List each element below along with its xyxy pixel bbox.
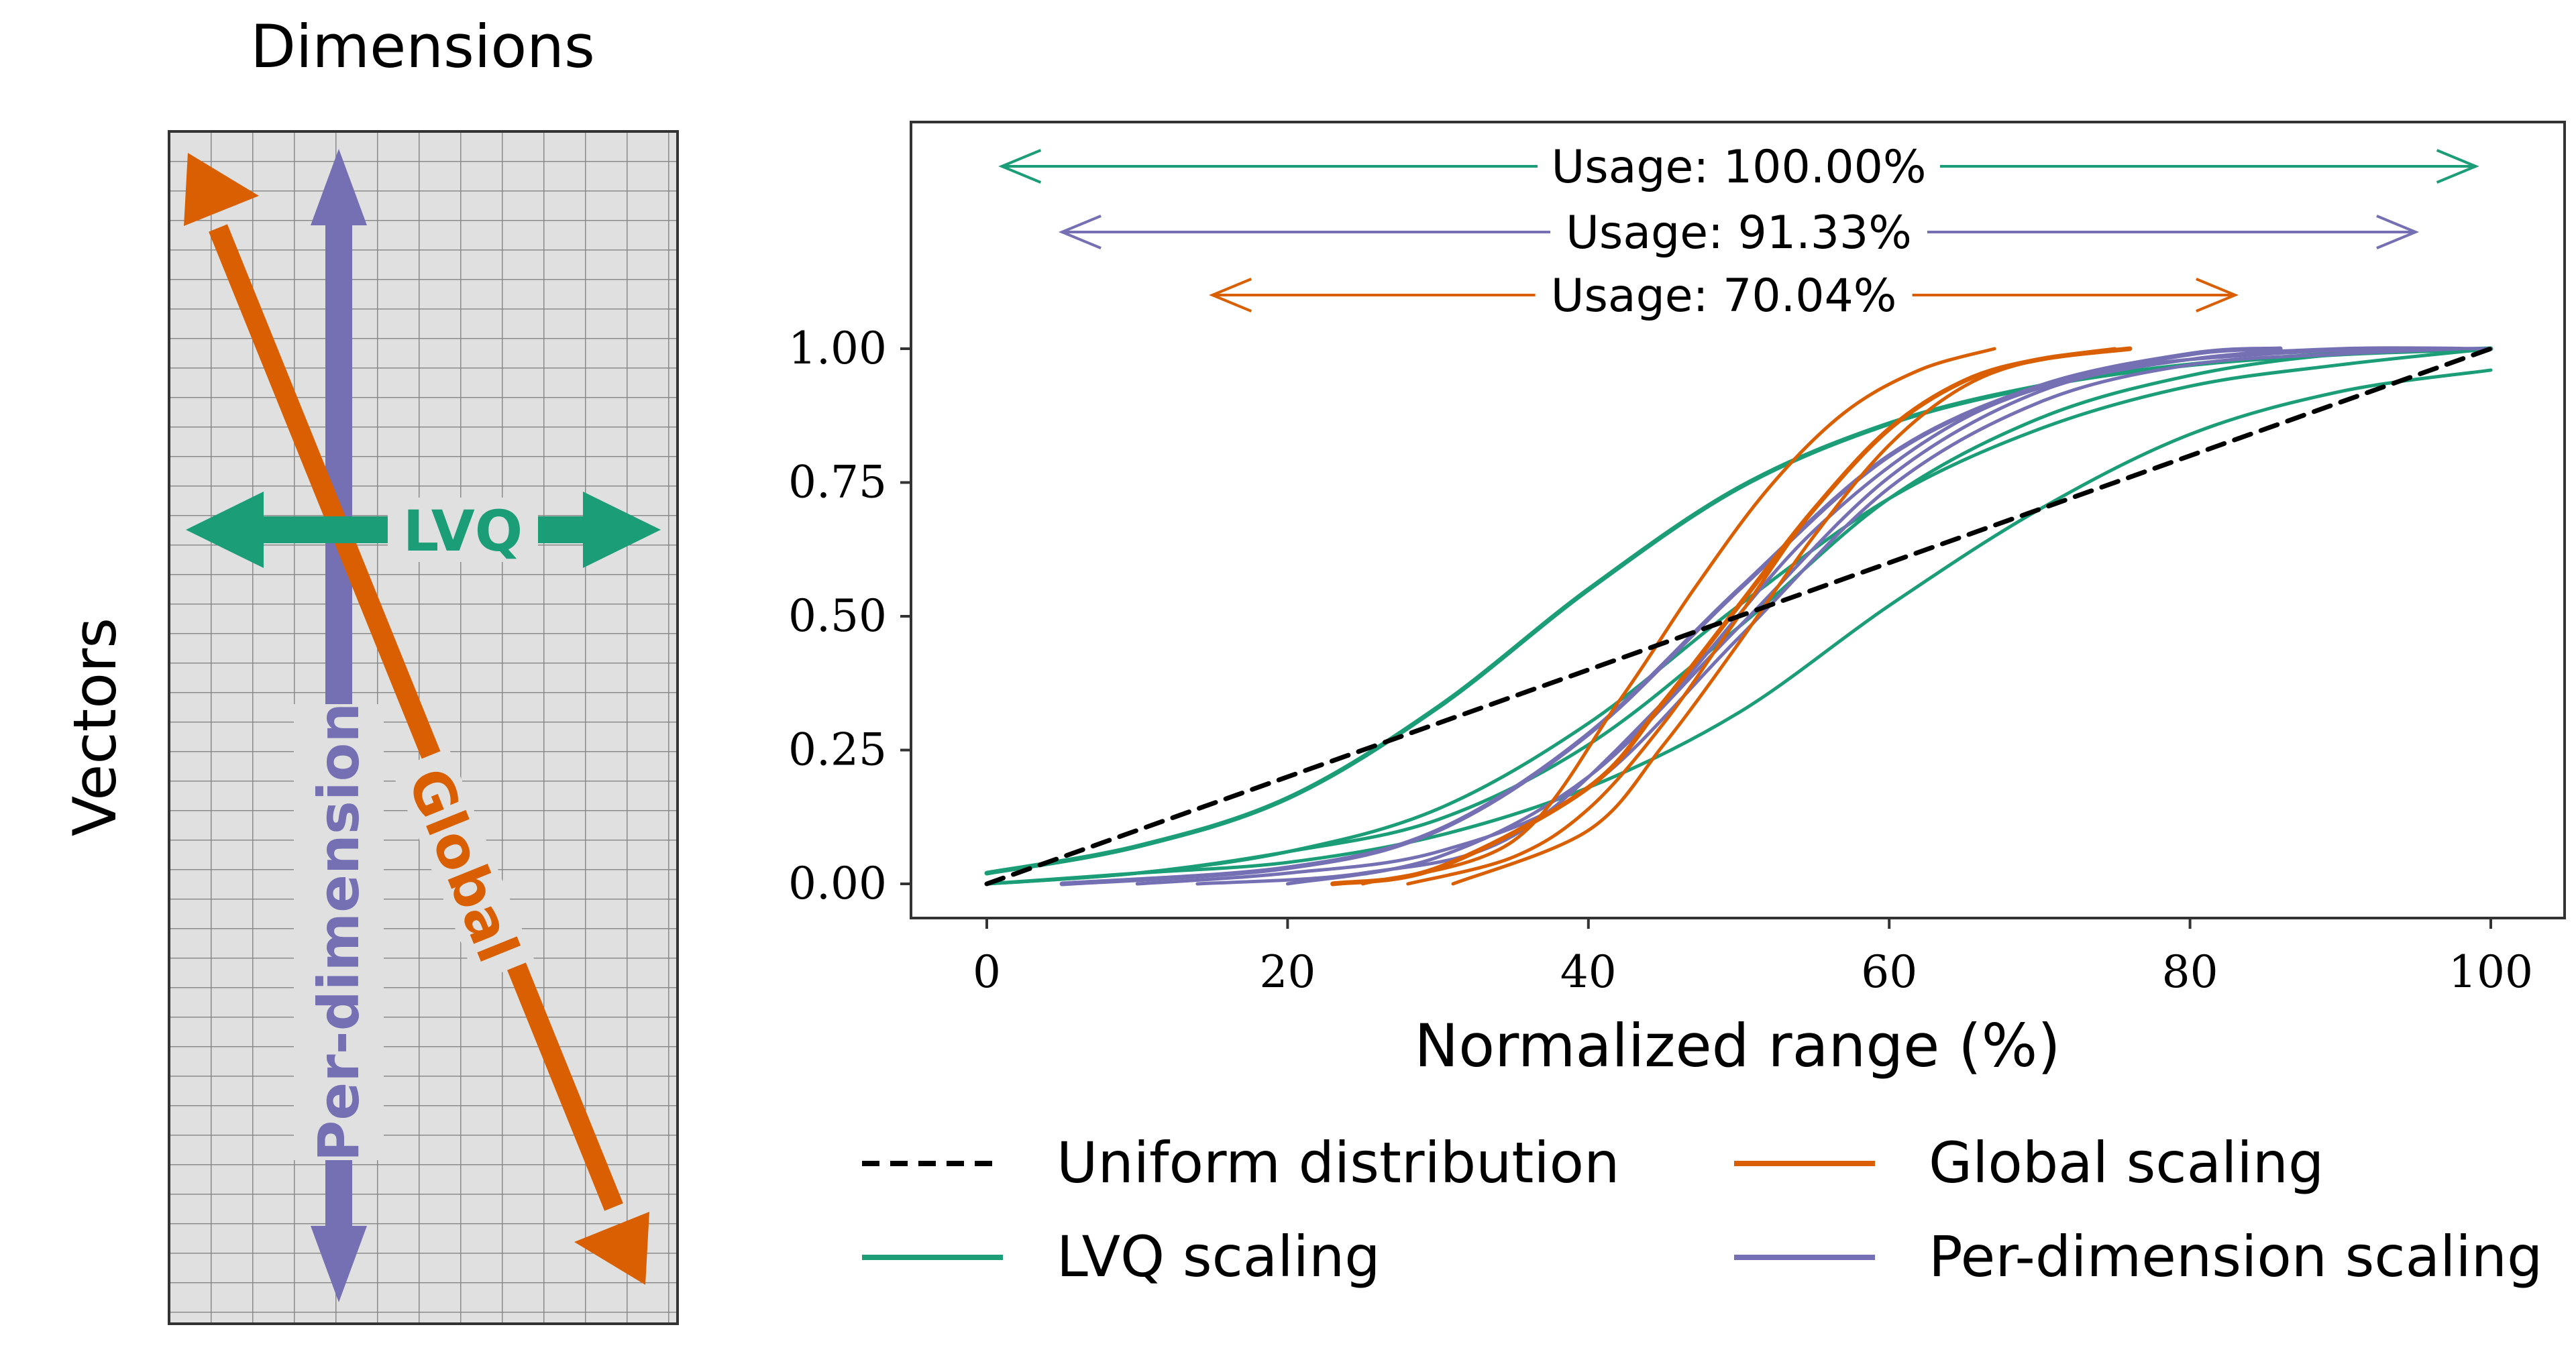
chart-panel: Usage: 100.00% Usage: 91.33% Usage: 70.04%… (788, 121, 2566, 1080)
usage-label: Usage: 91.33% (1566, 207, 1912, 260)
usage-label-bg (1535, 267, 1913, 323)
x-tick-label: 0 (973, 946, 1001, 998)
legend-label: Per-dimension scaling (1929, 1224, 2542, 1290)
usage-label: Usage: 100.00% (1552, 141, 1927, 194)
usage-label-bg (1538, 138, 1940, 194)
schematic-panel: Dimensions Vectors Per-dimension Global (60, 12, 679, 1325)
legend-item-per-dimension: Per-dimension scaling (1734, 1224, 2542, 1290)
legend-item-global: Global scaling (1734, 1130, 2324, 1196)
legend-item-lvq: LVQ scaling (862, 1224, 1381, 1290)
x-tick-label: 40 (1560, 946, 1617, 998)
usage-label: Usage: 70.04% (1551, 270, 1897, 323)
usage-label-bg (1550, 204, 1927, 260)
y-tick-label: 0.25 (788, 724, 887, 776)
x-tick-label: 20 (1259, 946, 1316, 998)
usage-arrow-head-right (2196, 278, 2239, 312)
y-tick-label: 0.00 (788, 858, 887, 909)
usage-arrow-head-left (998, 149, 1042, 184)
legend: Uniform distribution Global scaling LVQ sc… (862, 1130, 2542, 1290)
usage-arrow-head-right (2436, 149, 2479, 184)
vectors-label: Vectors (60, 618, 129, 836)
series-line-per-dimension-4 (1285, 346, 2493, 886)
x-axis-label: Normalized range (%) (1414, 1011, 2060, 1080)
per-dimension-label: Per-dimension (306, 703, 372, 1161)
lvq-label: LVQ (403, 498, 523, 564)
x-axis: 0 20 40 60 80 100 (973, 918, 2533, 998)
legend-label: LVQ scaling (1057, 1224, 1381, 1290)
series-line-per-dimension-1 (1059, 346, 2283, 887)
x-tick-label: 80 (2162, 946, 2218, 998)
x-tick-label: 60 (1861, 946, 1917, 998)
series-line-lvq-2 (985, 368, 2493, 886)
series-line-per-dimension-2 (1135, 347, 2463, 886)
series-line-per-dimension-3 (1195, 347, 2418, 886)
usage-arrow-head-right (2376, 215, 2420, 249)
usage-annotation-lvq: Usage: 100.00% (998, 138, 2479, 194)
usage-annotations: Usage: 100.00% Usage: 91.33% Usage: 70.04% (998, 138, 2479, 323)
usage-annotation-per-dimension: Usage: 91.33% (1058, 204, 2420, 260)
global-label-bg (391, 748, 535, 982)
usage-arrow-head-left (1058, 215, 1102, 249)
legend-item-uniform: Uniform distribution (862, 1130, 1619, 1196)
matrix-border (168, 130, 679, 1325)
series-line-global-2 (1361, 347, 1996, 886)
series-line-global-4 (1406, 347, 2116, 886)
y-tick-label: 0.75 (788, 457, 887, 508)
y-tick-label: 1.00 (788, 323, 887, 374)
x-tick-label: 100 (2449, 946, 2533, 998)
series-line-uniform (984, 346, 2493, 887)
per-dimension-label-bg (294, 704, 384, 1160)
y-axis: 0.00 0.25 0.50 0.75 1.00 (788, 323, 911, 909)
lvq-label-bg (388, 498, 538, 562)
usage-annotation-global: Usage: 70.04% (1209, 267, 2239, 323)
series-layer (984, 346, 2493, 887)
plot-frame (910, 121, 2566, 919)
global-arrow (184, 153, 649, 1285)
legend-label: Uniform distribution (1057, 1130, 1619, 1196)
y-tick-label: 0.50 (788, 590, 887, 642)
dimensions-label: Dimensions (250, 12, 595, 81)
usage-arrow-head-left (1209, 278, 1252, 312)
legend-label: Global scaling (1929, 1130, 2324, 1196)
